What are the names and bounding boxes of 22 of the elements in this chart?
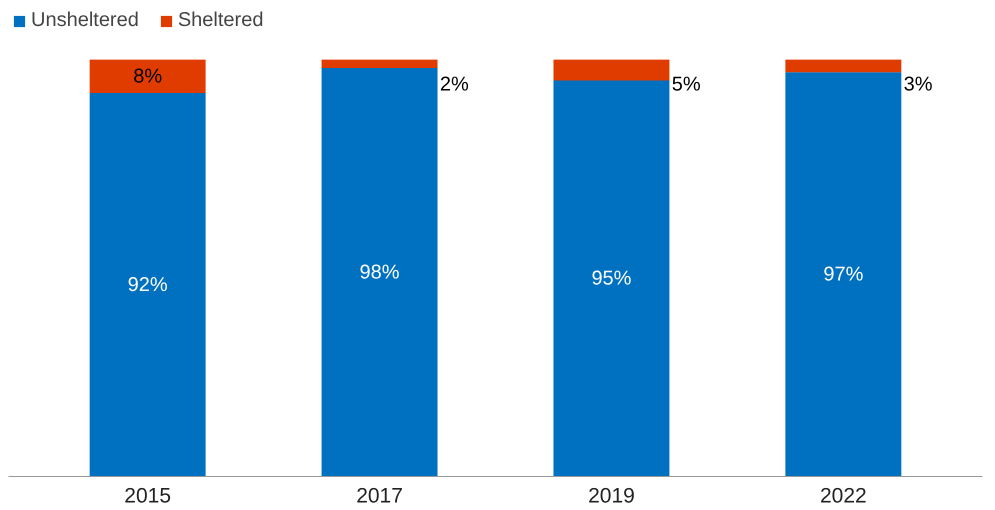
- bar: [322, 68, 438, 476]
- data-label: 5%: [672, 74, 701, 96]
- legend-label: Sheltered: [178, 9, 264, 32]
- x-tick-label: 2015: [124, 484, 172, 508]
- x-tick-label: 2017: [356, 484, 403, 508]
- data-label: 97%: [823, 263, 864, 286]
- bar: [553, 80, 670, 476]
- legend-label: Unsheltered: [31, 9, 139, 32]
- bar: [90, 93, 206, 476]
- data-label: 8%: [133, 65, 162, 88]
- bar: [322, 60, 438, 68]
- x-tick-label: 2019: [588, 484, 635, 508]
- x-tick-label: 2022: [820, 484, 867, 508]
- data-label: 3%: [904, 74, 933, 96]
- data-label: 98%: [360, 261, 400, 284]
- bar: [90, 60, 206, 94]
- data-label: 92%: [128, 274, 168, 296]
- bar: [553, 60, 670, 81]
- bar: [785, 72, 902, 476]
- data-label: 95%: [591, 268, 632, 290]
- bar: [785, 60, 902, 72]
- data-label: 2%: [440, 74, 469, 96]
